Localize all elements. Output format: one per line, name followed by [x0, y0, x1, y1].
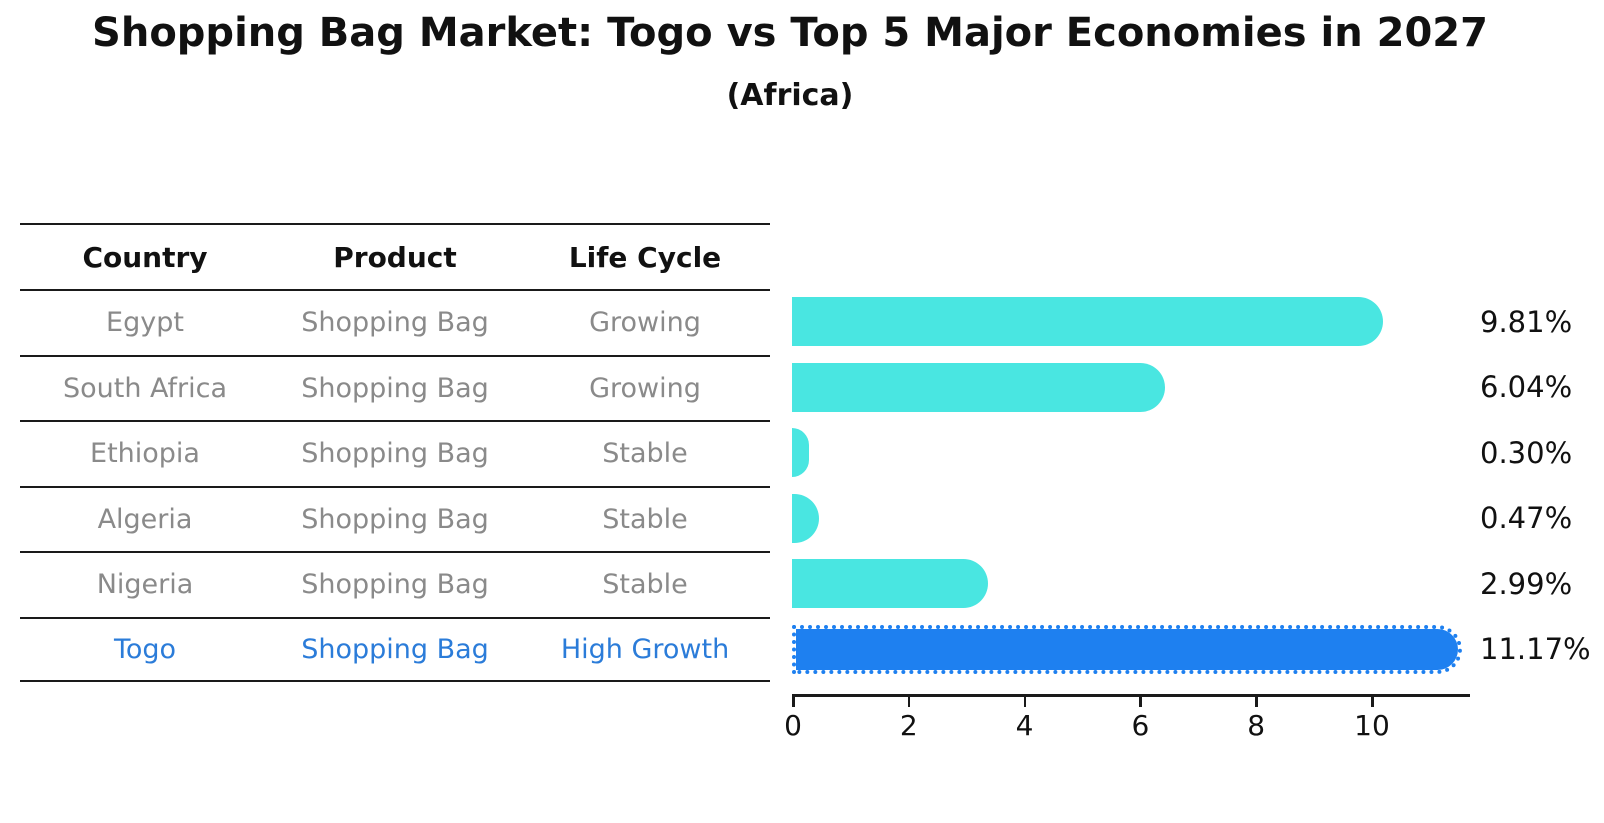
cell-life-cycle: High Growth: [560, 633, 730, 665]
bar-togo: [792, 624, 1462, 674]
cell-life-cycle: Growing: [589, 307, 701, 339]
cell-product: Shopping Bag: [301, 503, 489, 535]
cell-country: Algeria: [97, 503, 193, 535]
column-header-country: Country: [82, 240, 208, 274]
table-row: South Africa Shopping Bag Growing: [20, 354, 770, 421]
cell-product: Shopping Bag: [301, 372, 489, 404]
bar-nigeria: [792, 559, 989, 609]
table-header-row: Country Product Life Cycle: [20, 223, 770, 289]
x-axis-tick: [907, 696, 911, 707]
cell-country: South Africa: [62, 372, 228, 404]
chart-title: Shopping Bag Market: Togo vs Top 5 Major…: [92, 10, 1488, 56]
chart-subtitle: (Africa): [726, 78, 854, 113]
table-row: Egypt Shopping Bag Growing: [20, 289, 770, 355]
cell-product: Shopping Bag: [301, 307, 489, 339]
bar-value-label: 6.04%: [1480, 370, 1573, 405]
x-axis-tick-label: 4: [1015, 709, 1034, 742]
bar-value-label: 9.81%: [1480, 304, 1573, 339]
table-row: Ethiopia Shopping Bag Stable: [20, 420, 770, 486]
table-row: Nigeria Shopping Bag Stable: [20, 551, 770, 617]
x-axis-tick: [792, 696, 795, 707]
column-header-life-cycle: Life Cycle: [568, 240, 722, 274]
bar-algeria: [792, 493, 820, 543]
x-axis-tick-label: 10: [1354, 709, 1390, 742]
cell-life-cycle: Growing: [589, 372, 701, 404]
bar-value-label: 0.47%: [1480, 501, 1573, 536]
x-axis-tick: [1255, 696, 1258, 707]
cell-country: Togo: [113, 633, 177, 665]
cell-product: Shopping Bag: [301, 438, 489, 470]
x-axis-tick-label: 8: [1247, 709, 1266, 742]
cell-life-cycle: Stable: [602, 503, 688, 535]
x-axis-line: [792, 694, 1470, 697]
x-axis-tick-label: 0: [784, 709, 802, 742]
country-table: Country Product Life Cycle Egypt Shoppin…: [20, 223, 770, 682]
bar-ethiopia: [792, 428, 810, 478]
cell-product: Shopping Bag: [301, 633, 489, 665]
bar-south-africa: [792, 362, 1165, 412]
table-rows: Egypt Shopping Bag Growing South Africa …: [20, 289, 770, 682]
table-row: Algeria Shopping Bag Stable: [20, 485, 770, 552]
bar-egypt: [792, 297, 1383, 347]
cell-country: Nigeria: [96, 569, 194, 601]
cell-country: Ethiopia: [90, 438, 200, 470]
bar-value-label: 0.30%: [1480, 435, 1573, 470]
bar-value-label: 11.17%: [1480, 632, 1591, 667]
cell-life-cycle: Stable: [602, 438, 688, 470]
x-axis-tick-label: 6: [1131, 709, 1150, 742]
x-axis-tick: [1023, 696, 1027, 707]
bar-value-label: 2.99%: [1480, 566, 1573, 601]
cell-life-cycle: Stable: [602, 569, 688, 601]
table-row: Togo Shopping Bag High Growth: [20, 616, 770, 682]
cell-country: Egypt: [106, 307, 184, 339]
column-header-product: Product: [333, 240, 457, 274]
cell-product: Shopping Bag: [301, 569, 489, 601]
x-axis-tick: [1139, 696, 1142, 707]
bar-chart: 9.81% 6.04% 0.30% 0.47% 2.99% 11.17% 0 2 4 6 8 10: [784, 289, 1604, 759]
x-axis-tick-label: 2: [899, 709, 918, 742]
x-axis-tick: [1371, 696, 1374, 707]
